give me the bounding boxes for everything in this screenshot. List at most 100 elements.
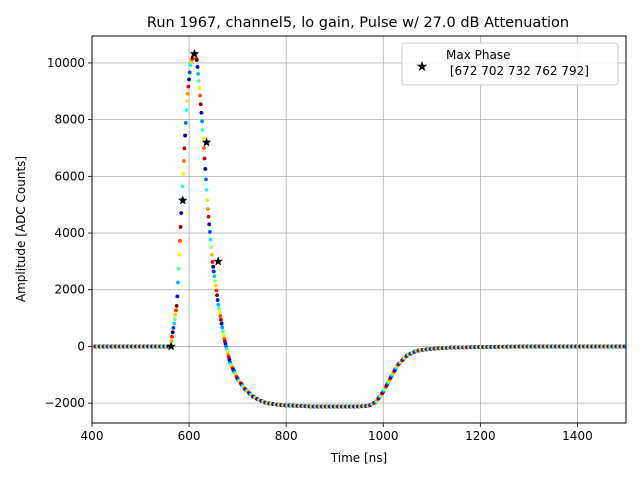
data-point xyxy=(179,211,184,215)
data-point xyxy=(209,252,214,257)
data-point xyxy=(196,78,201,83)
data-point xyxy=(182,146,187,151)
y-tick-label: 0 xyxy=(77,339,85,353)
data-point xyxy=(186,84,191,89)
x-tick-label: 400 xyxy=(81,429,104,443)
data-point xyxy=(211,269,216,274)
data-point xyxy=(174,308,178,313)
data-point xyxy=(177,252,182,257)
max-phase-marker xyxy=(213,256,223,266)
plot-frame xyxy=(91,35,627,424)
data-point xyxy=(205,198,210,203)
data-point xyxy=(207,222,212,227)
data-point xyxy=(171,325,176,330)
y-tick-label: 8000 xyxy=(54,113,85,127)
data-point xyxy=(183,120,188,125)
data-point xyxy=(178,238,182,243)
x-tick-label: 1400 xyxy=(562,429,593,443)
data-point xyxy=(180,184,185,189)
data-point xyxy=(204,177,208,182)
data-point xyxy=(176,280,180,285)
x-tick-label: 1200 xyxy=(465,429,496,443)
legend-star-icon: ★ xyxy=(416,59,429,75)
data-point xyxy=(170,334,175,339)
data-point xyxy=(170,330,175,335)
data-point xyxy=(217,310,222,315)
data-point xyxy=(181,171,186,176)
x-axis: 400 600 800 1000 1200 1400 xyxy=(81,423,593,443)
data-point xyxy=(216,302,221,307)
data-point xyxy=(175,294,180,299)
data-point xyxy=(209,245,214,250)
data-point xyxy=(207,230,212,234)
data-point xyxy=(214,288,219,293)
data-point xyxy=(198,93,203,98)
legend-label-line-1: Max Phase xyxy=(446,48,510,62)
data-point xyxy=(202,146,206,150)
data-point xyxy=(204,187,209,192)
data-point xyxy=(221,329,225,334)
max-phase-marker xyxy=(178,195,188,205)
data-point xyxy=(198,102,203,107)
data-point xyxy=(194,58,199,62)
data-point xyxy=(212,274,217,279)
data-point xyxy=(211,264,216,269)
data-point xyxy=(208,237,213,242)
legend: ★ Max Phase [672 702 732 762 792] xyxy=(401,42,619,86)
data-point xyxy=(221,333,226,337)
marker-series xyxy=(166,48,223,351)
x-axis-label: Time [ns] xyxy=(330,451,387,465)
y-axis: −2000 0 2000 4000 6000 8000 10000 xyxy=(44,56,92,410)
y-tick-label: −2000 xyxy=(44,396,85,410)
data-point xyxy=(197,85,202,90)
data-point xyxy=(173,312,178,317)
data-point xyxy=(184,108,189,112)
data-point xyxy=(178,225,183,229)
data-point xyxy=(185,91,190,96)
data-point xyxy=(213,279,217,283)
y-axis-label: Amplitude [ADC Counts] xyxy=(14,156,28,302)
y-tick-label: 2000 xyxy=(54,283,85,297)
data-point xyxy=(172,317,177,321)
data-point xyxy=(210,260,215,264)
data-point xyxy=(200,127,205,132)
x-tick-label: 600 xyxy=(178,429,201,443)
data-point xyxy=(215,293,219,298)
data-point xyxy=(217,306,221,311)
data-point xyxy=(206,214,211,219)
y-tick-label: 4000 xyxy=(54,226,85,240)
data-point xyxy=(195,65,200,69)
data-point xyxy=(181,159,186,163)
data-point xyxy=(215,298,220,302)
data-point xyxy=(187,77,191,82)
data-point xyxy=(220,325,225,330)
max-phase-marker xyxy=(189,48,200,58)
data-point xyxy=(218,314,223,318)
x-tick-label: 800 xyxy=(275,429,298,443)
legend-label-line-2: [672 702 732 762 792] xyxy=(446,64,589,78)
data-point xyxy=(199,110,204,115)
data-point xyxy=(203,167,208,171)
data-point xyxy=(196,72,201,76)
data-point xyxy=(174,304,179,308)
x-tick-label: 1000 xyxy=(368,429,399,443)
legend-box xyxy=(401,42,619,86)
grid xyxy=(91,36,626,423)
max-phase-marker xyxy=(201,137,212,147)
data-point xyxy=(169,339,174,343)
data-point xyxy=(176,266,181,271)
chart-title: Run 1967, channel5, lo gain, Pulse w/ 27… xyxy=(147,15,569,31)
data-point xyxy=(172,321,176,326)
y-tick-label: 10000 xyxy=(47,56,85,70)
data-point xyxy=(213,283,218,288)
data-point xyxy=(183,133,188,138)
data-point xyxy=(201,136,206,141)
data-point xyxy=(202,156,207,161)
y-tick-label: 6000 xyxy=(54,169,85,183)
data-point xyxy=(187,70,192,75)
data-point xyxy=(200,119,204,124)
max-phase-marker xyxy=(166,341,176,351)
data-point xyxy=(185,99,189,103)
